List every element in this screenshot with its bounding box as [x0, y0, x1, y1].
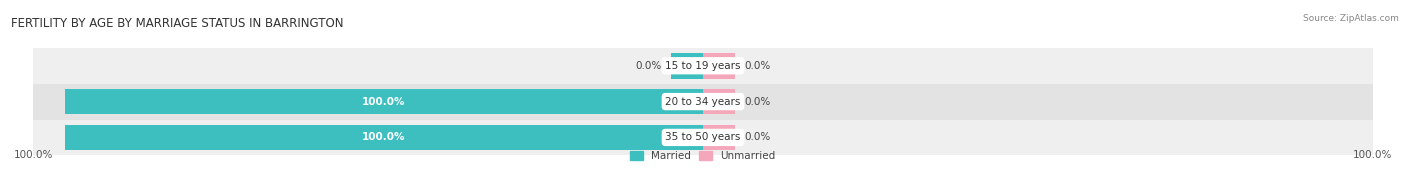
Text: FERTILITY BY AGE BY MARRIAGE STATUS IN BARRINGTON: FERTILITY BY AGE BY MARRIAGE STATUS IN B… [11, 17, 344, 30]
Text: 100.0%: 100.0% [14, 150, 53, 160]
Legend: Married, Unmarried: Married, Unmarried [626, 147, 780, 166]
Text: 100.0%: 100.0% [1353, 150, 1392, 160]
Text: 20 to 34 years: 20 to 34 years [665, 97, 741, 107]
Bar [703, 53, 735, 79]
Text: 100.0%: 100.0% [363, 97, 406, 107]
Bar [34, 48, 1372, 84]
Text: 15 to 19 years: 15 to 19 years [665, 61, 741, 71]
Bar [34, 84, 1372, 120]
Text: Source: ZipAtlas.com: Source: ZipAtlas.com [1303, 14, 1399, 23]
Text: 100.0%: 100.0% [363, 132, 406, 142]
Bar [671, 53, 703, 79]
Text: 0.0%: 0.0% [744, 132, 770, 142]
Text: 35 to 50 years: 35 to 50 years [665, 132, 741, 142]
Bar [34, 120, 1372, 155]
Bar [703, 124, 735, 150]
Bar [65, 89, 703, 114]
Bar [65, 124, 703, 150]
Text: 0.0%: 0.0% [744, 97, 770, 107]
Text: 0.0%: 0.0% [636, 61, 662, 71]
Bar [703, 89, 735, 114]
Text: 0.0%: 0.0% [744, 61, 770, 71]
